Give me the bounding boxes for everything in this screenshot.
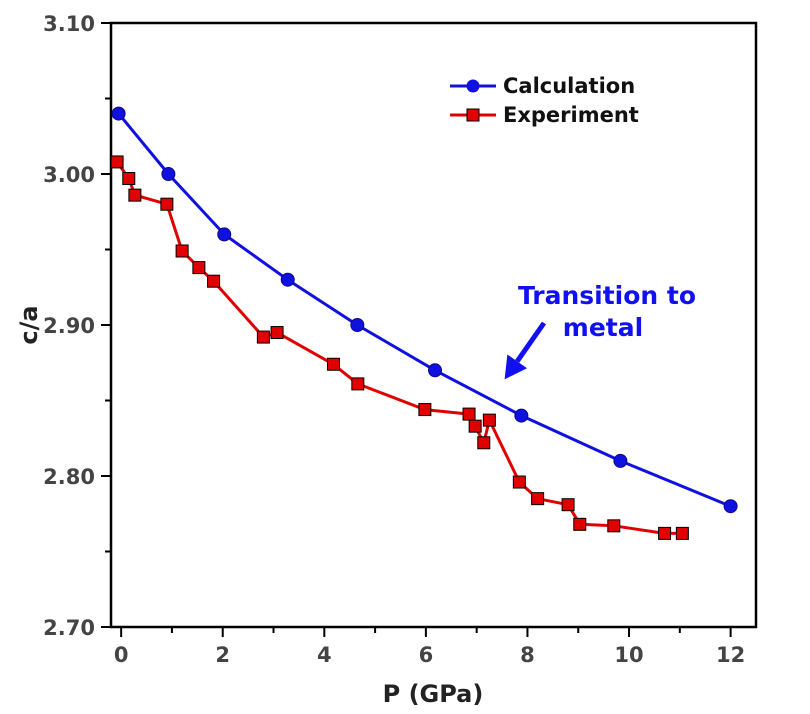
y-tick-labels: 2.70 2.80 2.90 3.00 3.10 (43, 12, 95, 640)
data-point-experiment (607, 519, 621, 533)
legend: Calculation Experiment (450, 74, 639, 127)
data-point-experiment (418, 403, 432, 417)
legend-label-experiment: Experiment (503, 103, 639, 127)
data-point-experiment (462, 407, 476, 421)
y-tick-label: 3.10 (43, 12, 95, 36)
data-point-experiment (351, 377, 365, 391)
x-tick-label: 0 (114, 643, 129, 667)
data-point-calculation (350, 318, 365, 332)
data-point-experiment (482, 413, 496, 427)
annotation-text-line2: metal (563, 313, 643, 342)
y-axis-title: c/a (15, 305, 43, 344)
data-point-experiment (675, 526, 689, 540)
data-point-experiment (207, 274, 221, 288)
series-line-experiment (115, 161, 683, 535)
data-point-experiment (326, 357, 340, 371)
data-point-experiment (110, 155, 124, 169)
x-tick-label: 6 (419, 643, 434, 667)
data-point-experiment (256, 330, 270, 344)
data-point-calculation (111, 106, 126, 121)
data-point-calculation (514, 408, 529, 423)
series-layer (110, 106, 738, 540)
annotation-arrow-shaft (515, 321, 547, 363)
x-tick-labels: 0 2 4 6 8 10 12 (114, 643, 745, 667)
data-point-experiment (175, 244, 189, 258)
data-point-experiment (192, 261, 206, 275)
data-point-calculation (161, 167, 176, 181)
data-point-calculation (723, 499, 738, 514)
x-axis-title: P (GPa) (383, 680, 484, 708)
y-tick-label: 3.00 (43, 163, 95, 187)
x-tick-label: 10 (614, 643, 643, 667)
data-point-experiment (658, 526, 672, 540)
y-tick-label: 2.70 (43, 616, 95, 640)
x-tick-label: 12 (716, 643, 745, 667)
data-point-calculation (613, 453, 628, 468)
data-point-experiment (122, 172, 136, 186)
annotation-arrow-head (504, 354, 528, 380)
data-point-experiment (512, 475, 526, 489)
data-point-calculation (280, 272, 295, 287)
legend-marker-experiment (466, 108, 480, 122)
annotation: Transition to metal (504, 281, 696, 380)
data-point-experiment (468, 419, 482, 433)
y-tick-label: 2.90 (43, 314, 95, 338)
data-point-experiment (477, 436, 491, 450)
x-tick-label: 4 (317, 643, 332, 667)
tick-group (101, 22, 732, 637)
y-tick-label: 2.80 (43, 465, 95, 489)
data-point-experiment (573, 517, 587, 531)
legend-label-calculation: Calculation (503, 74, 635, 98)
x-tick-label: 2 (215, 643, 230, 667)
data-point-experiment (561, 498, 575, 512)
legend-marker-calculation (466, 79, 480, 93)
data-point-experiment (270, 326, 284, 340)
data-point-experiment (128, 188, 142, 202)
data-point-experiment (160, 197, 174, 211)
annotation-text-line1: Transition to (518, 281, 696, 310)
data-point-calculation (217, 227, 232, 242)
data-point-calculation (428, 363, 443, 378)
x-tick-label: 8 (520, 643, 535, 667)
data-point-experiment (531, 492, 545, 506)
